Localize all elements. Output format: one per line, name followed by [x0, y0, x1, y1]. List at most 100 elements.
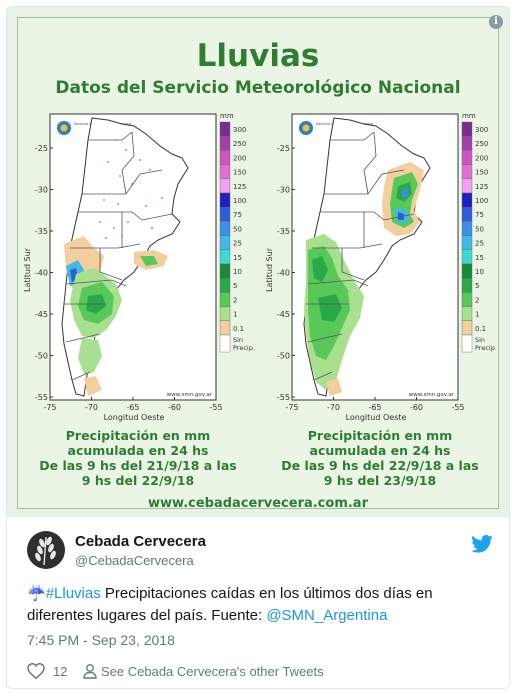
- legend-label: 250: [233, 140, 246, 148]
- legend-swatch: [461, 206, 473, 222]
- author-handle[interactable]: @CebadaCervecera: [75, 553, 194, 568]
- legend-label: 100: [233, 197, 246, 205]
- caption-line: 9 hs del 23/9/18: [323, 473, 437, 488]
- legend-label: 1: [475, 311, 479, 319]
- hashtag-link[interactable]: #Lluvias: [45, 585, 101, 602]
- y-tick-label: -45: [277, 310, 290, 319]
- legend-swatch: [461, 178, 473, 194]
- legend-unit: mm: [462, 112, 476, 120]
- legend-swatch: [219, 249, 231, 265]
- legend-swatch: [461, 235, 473, 250]
- legend-swatch: [219, 121, 231, 137]
- legend-swatch: [219, 235, 231, 250]
- legend-swatch: [219, 150, 231, 165]
- mention-link[interactable]: @SMN_Argentina: [266, 607, 388, 624]
- legend-no-precip-label: Precip.: [233, 344, 254, 352]
- legend-label: 5: [475, 282, 479, 290]
- x-axis-label: Longitud Oeste: [346, 413, 407, 422]
- legend-swatch: [219, 320, 231, 336]
- y-tick-label: -30: [35, 186, 48, 195]
- x-tick-label: -65: [126, 403, 139, 412]
- caption-line: De las 9 hs del 22/9/18 a las: [281, 458, 479, 473]
- legend-label: 125: [233, 183, 246, 191]
- y-tick-label: -50: [35, 352, 48, 361]
- legend-swatch: [219, 164, 231, 179]
- caption-line: Precipitación en mm: [65, 428, 211, 443]
- x-tick-label: -55: [209, 403, 222, 412]
- author-name[interactable]: Cebada Cervecera: [75, 533, 206, 550]
- x-tick-label: -60: [410, 403, 423, 412]
- like-count[interactable]: 12: [53, 664, 68, 679]
- tweet-author[interactable]: Cebada Cervecera @CebadaCervecera: [27, 531, 497, 571]
- x-tick-label: -55: [451, 403, 464, 412]
- y-tick-label: -25: [35, 144, 48, 153]
- precip-legend-1: mm 300 250 200 150 125 100 75 50 25 15 10 5 2 1 0.1 Sin…: [219, 112, 254, 353]
- rain-infographic: Lluvias Datos del Servicio Meteorológico…: [17, 17, 499, 511]
- caption-line: acumulada en 24 hs: [67, 443, 209, 458]
- x-tick-label: -65: [368, 403, 381, 412]
- legend-no-precip-label: Sin: [475, 336, 485, 344]
- x-tick-label: -70: [327, 403, 340, 412]
- heart-icon[interactable]: [27, 663, 45, 679]
- y-tick-label: -45: [35, 310, 48, 319]
- precip-map-2-figure: Servicio Meteorológico Nacional: [265, 112, 496, 422]
- legend-label: 0.1: [233, 325, 244, 333]
- y-tick-label: -30: [277, 186, 290, 195]
- y-tick-label: -40: [277, 269, 290, 278]
- legend-swatch: [461, 164, 473, 179]
- twitter-bird-icon[interactable]: [471, 535, 493, 553]
- legend-swatch: [461, 192, 473, 208]
- y-tick-label: -55: [35, 393, 48, 402]
- legend-label: 15: [233, 254, 242, 262]
- legend-swatch: [461, 320, 473, 336]
- legend-label: 125: [475, 183, 488, 191]
- legend-no-precip-label: Precip.: [475, 344, 496, 352]
- legend-swatch: [461, 306, 473, 322]
- legend-swatch: [219, 221, 231, 236]
- tweet-body-text: Precipitaciones caídas en los últimos do…: [27, 585, 433, 624]
- y-tick-label: -55: [277, 393, 290, 402]
- y-axis-label: Latitud Sur: [265, 247, 274, 292]
- legend-label: 150: [233, 169, 246, 177]
- legend-label: 75: [233, 211, 242, 219]
- x-tick-label: -75: [285, 403, 298, 412]
- legend-swatch-no-precip: [219, 334, 231, 353]
- legend-label: 50: [475, 225, 484, 233]
- tweet-media[interactable]: Lluvias Datos del Servicio Meteorológico…: [7, 7, 509, 517]
- y-tick-label: -35: [277, 227, 290, 236]
- legend-unit: mm: [220, 112, 234, 120]
- legend-swatch: [461, 263, 473, 279]
- legend-swatch-no-precip: [461, 334, 473, 353]
- avatar[interactable]: [27, 531, 65, 569]
- precip-legend-2: mm 300 250 200 150 125 100 75 50 25 15 10 5 2 1 0.1 Sin…: [461, 112, 496, 353]
- legend-label: 15: [475, 254, 484, 262]
- legend-swatch: [219, 277, 231, 293]
- legend-label: 300: [475, 126, 488, 134]
- y-tick-label: -25: [277, 144, 290, 153]
- legend-label: 10: [233, 268, 242, 276]
- legend-swatch: [461, 121, 473, 137]
- x-tick-label: -70: [85, 403, 98, 412]
- legend-swatch: [219, 263, 231, 279]
- infographic-website: www.cebadacervecera.com.ar: [148, 496, 368, 511]
- x-tick-label: -60: [168, 403, 181, 412]
- tweet-timestamp[interactable]: 7:45 PM - Sep 23, 2018: [27, 632, 175, 648]
- info-icon[interactable]: i: [489, 15, 503, 29]
- legend-label: 1: [233, 311, 237, 319]
- legend-label: 2: [233, 296, 237, 304]
- legend-label: 25: [233, 240, 242, 248]
- other-tweets-link[interactable]: See Cebada Cervecera's other Tweets: [101, 664, 324, 679]
- legend-label: 150: [475, 169, 488, 177]
- legend-swatch: [219, 306, 231, 322]
- caption-line: 9 hs del 22/9/18: [81, 473, 195, 488]
- legend-swatch: [219, 178, 231, 194]
- legend-swatch: [219, 192, 231, 208]
- legend-label: 300: [233, 126, 246, 134]
- precip-map-1-figure: Servicio Meteorológico Nacional: [23, 112, 254, 422]
- y-tick-label: -50: [277, 352, 290, 361]
- legend-label: 10: [475, 268, 484, 276]
- caption-line: acumulada en 24 hs: [309, 443, 451, 458]
- caption-line: De las 9 hs del 21/9/18 a las: [39, 458, 237, 473]
- legend-label: 200: [475, 154, 488, 162]
- tweet-card: Lluvias Datos del Servicio Meteorológico…: [6, 6, 510, 689]
